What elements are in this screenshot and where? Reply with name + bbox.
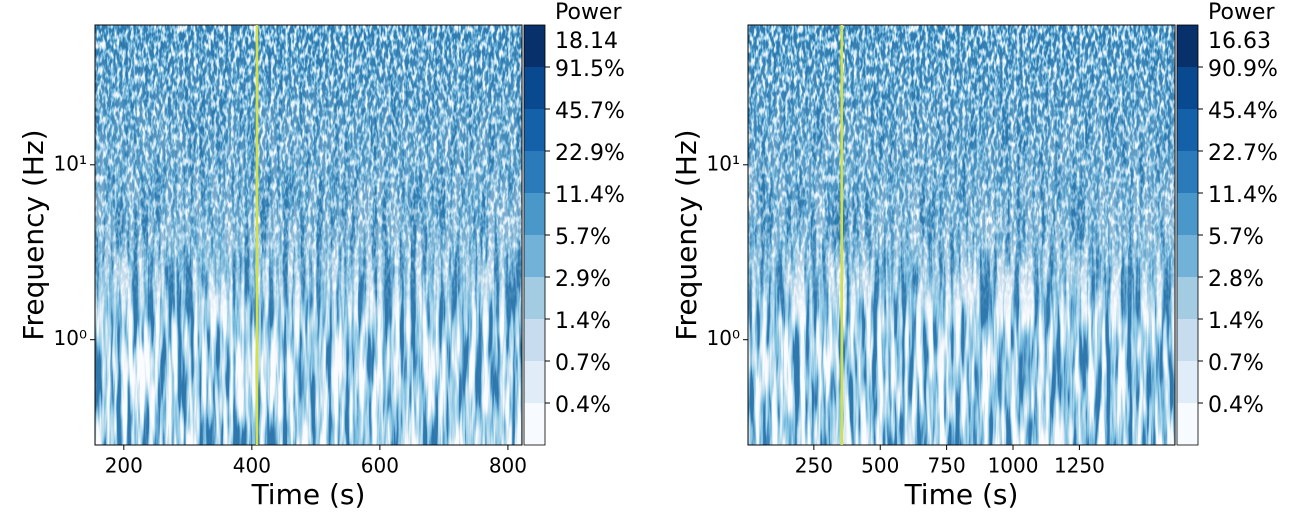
colorbar-band — [1177, 151, 1198, 193]
colorbar-band — [1177, 361, 1198, 403]
colorbar-tick-label: 11.4% — [1208, 183, 1278, 208]
colorbar-tick-label: 22.9% — [555, 141, 625, 166]
colorbar-tick-label: 2.9% — [555, 267, 611, 292]
colorbar-band — [1177, 277, 1198, 319]
colorbar-band — [1177, 25, 1198, 67]
y-tick-label: 10¹ — [707, 151, 740, 175]
colorbar-title: Power — [1208, 0, 1275, 25]
colorbar-tick-label: 0.7% — [555, 351, 611, 376]
x-tick-label: 200 — [105, 454, 143, 478]
colorbar-tick-label: 5.7% — [1208, 225, 1264, 250]
x-axis-label: Time (s) — [251, 478, 366, 511]
colorbar-tick-label: 0.7% — [1208, 351, 1264, 376]
x-tick-label: 750 — [928, 454, 966, 478]
colorbar-band — [1177, 193, 1198, 235]
colorbar-tick-label: 90.9% — [1208, 57, 1278, 82]
colorbar-band — [524, 319, 545, 361]
colorbar-band — [1177, 319, 1198, 361]
colorbar-band — [524, 403, 545, 445]
colorbar-tick-label: 22.7% — [1208, 141, 1278, 166]
colorbar-band — [524, 277, 545, 319]
colorbar-tick-label: 0.4% — [555, 393, 611, 418]
plot-frame — [94, 24, 523, 446]
colorbar-band — [524, 25, 545, 67]
x-tick-label: 500 — [861, 454, 899, 478]
colorbar-band — [1177, 109, 1198, 151]
heatmap — [748, 25, 1175, 445]
x-tick-label: 1000 — [988, 454, 1039, 478]
colorbar-title: Power — [555, 0, 622, 25]
plot-frame — [747, 24, 1176, 446]
x-tick-label: 1250 — [1054, 454, 1105, 478]
colorbar-tick-label: 91.5% — [555, 57, 625, 82]
y-axis-label: Frequency (Hz) — [670, 129, 703, 340]
heatmap — [95, 25, 522, 445]
colorbar-band — [524, 109, 545, 151]
y-tick-label: 10¹ — [54, 151, 87, 175]
colorbar-band — [524, 67, 545, 109]
y-axis-label: Frequency (Hz) — [17, 129, 50, 340]
colorbar-band — [524, 193, 545, 235]
heatmap-texture — [95, 25, 522, 445]
colorbar-tick-label: 11.4% — [555, 183, 625, 208]
heatmap-texture — [748, 25, 1175, 445]
colorbar-band — [524, 361, 545, 403]
y-tick-label: 10⁰ — [707, 326, 740, 350]
colorbar-band — [1177, 403, 1198, 445]
x-tick-label: 600 — [361, 454, 399, 478]
colorbar-tick-label: 0.4% — [1208, 393, 1264, 418]
colorbar-tick-label: 45.4% — [1208, 99, 1278, 124]
colorbar-tick-label: 2.8% — [1208, 267, 1264, 292]
colorbar-tick-label: 1.4% — [555, 309, 611, 334]
colorbar-band — [524, 235, 545, 277]
colorbar-band — [524, 151, 545, 193]
colorbar-max-label: 16.63 — [1208, 29, 1271, 54]
colorbar-band — [1177, 67, 1198, 109]
colorbar-band — [1177, 235, 1198, 277]
colorbar-tick-label: 45.7% — [555, 99, 625, 124]
x-tick-label: 800 — [489, 454, 527, 478]
colorbar-max-label: 18.14 — [555, 29, 618, 54]
y-tick-label: 10⁰ — [54, 326, 87, 350]
colorbar-tick-label: 5.7% — [555, 225, 611, 250]
colorbar-tick-label: 1.4% — [1208, 309, 1264, 334]
x-axis-label: Time (s) — [904, 478, 1019, 511]
x-tick-label: 400 — [233, 454, 271, 478]
x-tick-label: 250 — [795, 454, 833, 478]
